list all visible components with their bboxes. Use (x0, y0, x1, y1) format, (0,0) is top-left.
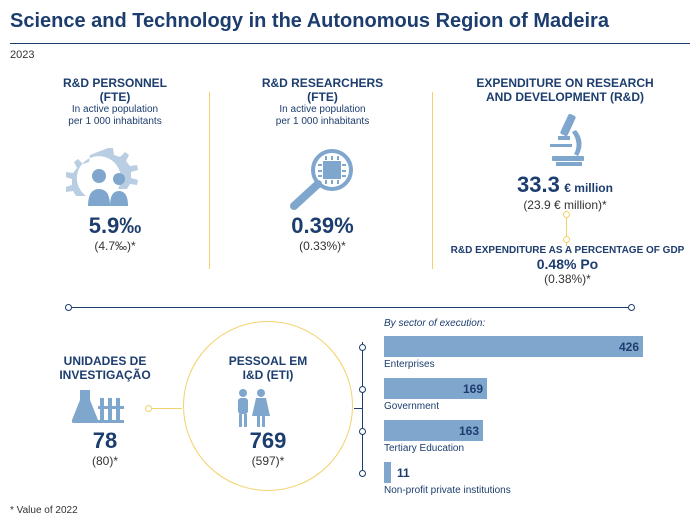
units-heading-2: INVESTIGAÇÃO (59, 368, 151, 382)
sector-tick (359, 344, 366, 351)
personnel-heading-1: R&D PERSONNEL (62, 76, 167, 90)
sector-label: Enterprises (384, 359, 435, 370)
divider-2 (432, 92, 433, 269)
staff-value: 769 (249, 428, 287, 453)
page-title: Science and Technology in the Autonomous… (10, 10, 609, 32)
researchers-block: R&D RESEARCHERS (FTE) In active populati… (225, 76, 420, 128)
sector-tick (359, 470, 366, 477)
sector-value: 169 (463, 382, 484, 396)
gdp-block: R&D EXPENDITURE AS A PERCENTAGE OF GDP 0… (445, 245, 690, 286)
expenditure-heading-1: EXPENDITURE ON RESEARCH (476, 76, 654, 90)
sector-label: Tertiary Education (384, 443, 465, 454)
separator-dot-left (65, 304, 72, 311)
units-block: UNIDADES DE INVESTIGAÇÃO (45, 354, 165, 382)
expenditure-values: 33.3 € million (23.9 € million)* (445, 172, 685, 212)
section-separator (70, 307, 632, 308)
sector-bar (384, 336, 643, 357)
gdp-connector (566, 216, 567, 246)
title-rule (10, 43, 690, 44)
year-label: 2023 (10, 49, 35, 61)
sector-title: By sector of execution: (384, 318, 486, 329)
personnel-values: 5.9‰ (4.7‰)* (20, 213, 210, 253)
personnel-block: R&D PERSONNEL (FTE) In active population… (20, 76, 210, 128)
personnel-heading-2: (FTE) (99, 90, 131, 104)
units-values: 78 (80)* (45, 428, 165, 468)
sector-value: 163 (459, 424, 480, 438)
sector-bar (384, 420, 483, 441)
sector-tick (359, 386, 366, 393)
staff-heading-2: I&D (ETI) (242, 368, 294, 382)
sector-label: Government (384, 401, 440, 412)
units-connector (148, 408, 182, 409)
staff-prev: (597)* (251, 454, 285, 468)
gear-people-icon (66, 148, 138, 206)
gdp-heading: R&D EXPENDITURE AS A PERCENTAGE OF GDP (450, 245, 685, 256)
sector-label: Non-profit private institutions (384, 485, 511, 496)
researchers-heading-1: R&D RESEARCHERS (261, 76, 384, 90)
sector-bracket (362, 342, 363, 472)
units-connector-dot (145, 405, 152, 412)
footnote: * Value of 2022 (10, 505, 78, 516)
sector-value: 426 (619, 340, 640, 354)
staff-circle (183, 321, 353, 491)
personnel-prev: (4.7‰)* (94, 239, 136, 253)
divider-1 (209, 92, 210, 269)
expenditure-value: 33.3 (517, 172, 560, 197)
personnel-value: 5.9‰ (88, 213, 142, 238)
gdp-connector-dot-bottom (563, 236, 570, 243)
magnifier-chip-icon (290, 149, 353, 210)
sector-value: 11 (397, 466, 410, 480)
expenditure-prev: (23.9 € million)* (523, 198, 607, 212)
expenditure-block: EXPENDITURE ON RESEARCH AND DEVELOPMENT … (445, 76, 685, 104)
sector-bar (384, 462, 391, 483)
staff-connector (354, 408, 362, 409)
microscope-icon (550, 113, 584, 166)
personnel-sub-1: In active population (71, 104, 159, 115)
researchers-values: 0.39% (0.33%)* (225, 213, 420, 253)
units-value: 78 (92, 428, 118, 453)
gdp-prev: (0.38%)* (544, 272, 591, 286)
expenditure-unit: € million (564, 181, 613, 195)
sector-bar (384, 378, 487, 399)
gdp-connector-dot-top (563, 211, 570, 218)
researchers-prev: (0.33%)* (299, 239, 346, 253)
units-prev: (80)* (91, 454, 118, 468)
staff-heading-1: PESSOAL EM (228, 354, 308, 368)
staff-block: PESSOAL EM I&D (ETI) (183, 354, 353, 382)
researchers-sub-1: In active population (279, 104, 366, 115)
sector-tick (359, 428, 366, 435)
researchers-value: 0.39% (291, 213, 354, 238)
researchers-heading-2: (FTE) (307, 90, 338, 104)
expenditure-heading-2: AND DEVELOPMENT (R&D) (486, 90, 644, 104)
personnel-sub-2: per 1 000 inhabitants (68, 116, 162, 127)
gdp-value: 0.48% Po (536, 256, 599, 272)
researchers-sub-2: per 1 000 inhabitants (275, 116, 370, 127)
staff-values: 769 (597)* (183, 428, 353, 468)
lab-flask-icon (72, 390, 124, 423)
people-icon (238, 389, 270, 427)
units-heading-1: UNIDADES DE (63, 354, 147, 368)
separator-dot-right (628, 304, 635, 311)
